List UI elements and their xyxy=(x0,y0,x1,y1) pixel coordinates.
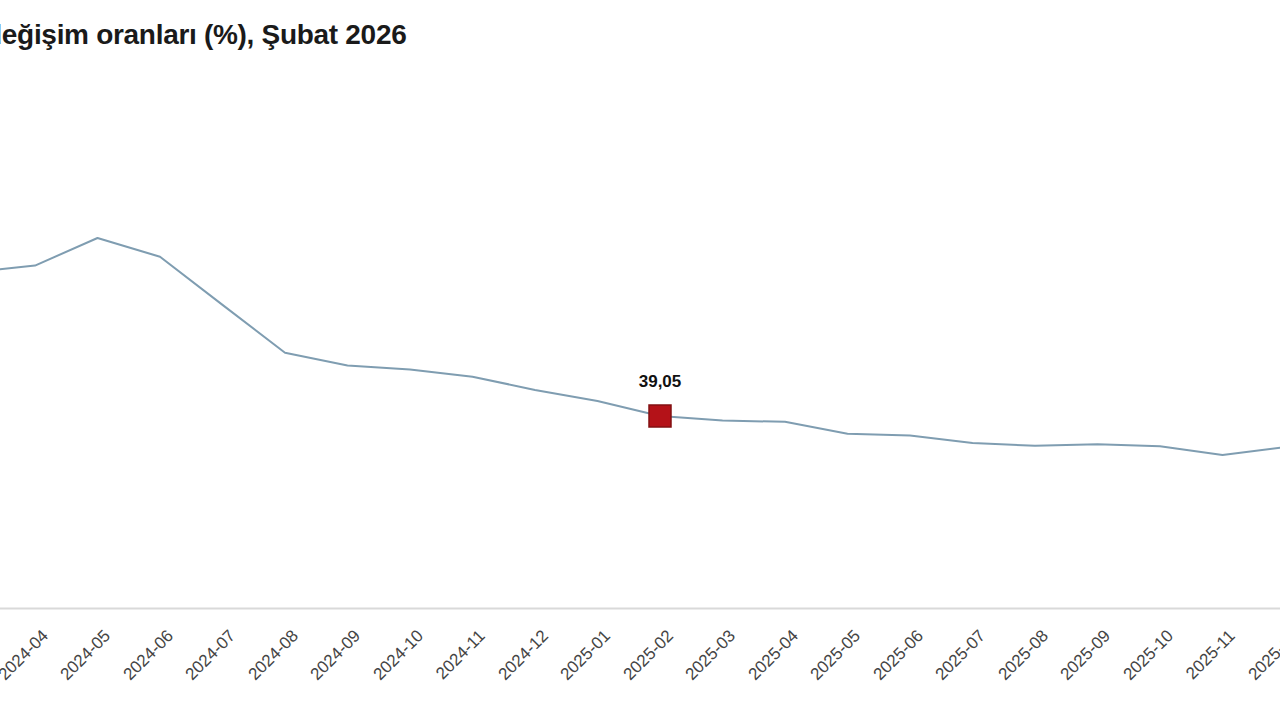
point-marker xyxy=(649,405,671,427)
plot-area xyxy=(0,0,1280,720)
series-line xyxy=(0,238,1280,455)
line-chart: değişim oranları (%), Şubat 2026 39,05 2… xyxy=(0,0,1280,720)
point-label: 39,05 xyxy=(639,373,682,390)
